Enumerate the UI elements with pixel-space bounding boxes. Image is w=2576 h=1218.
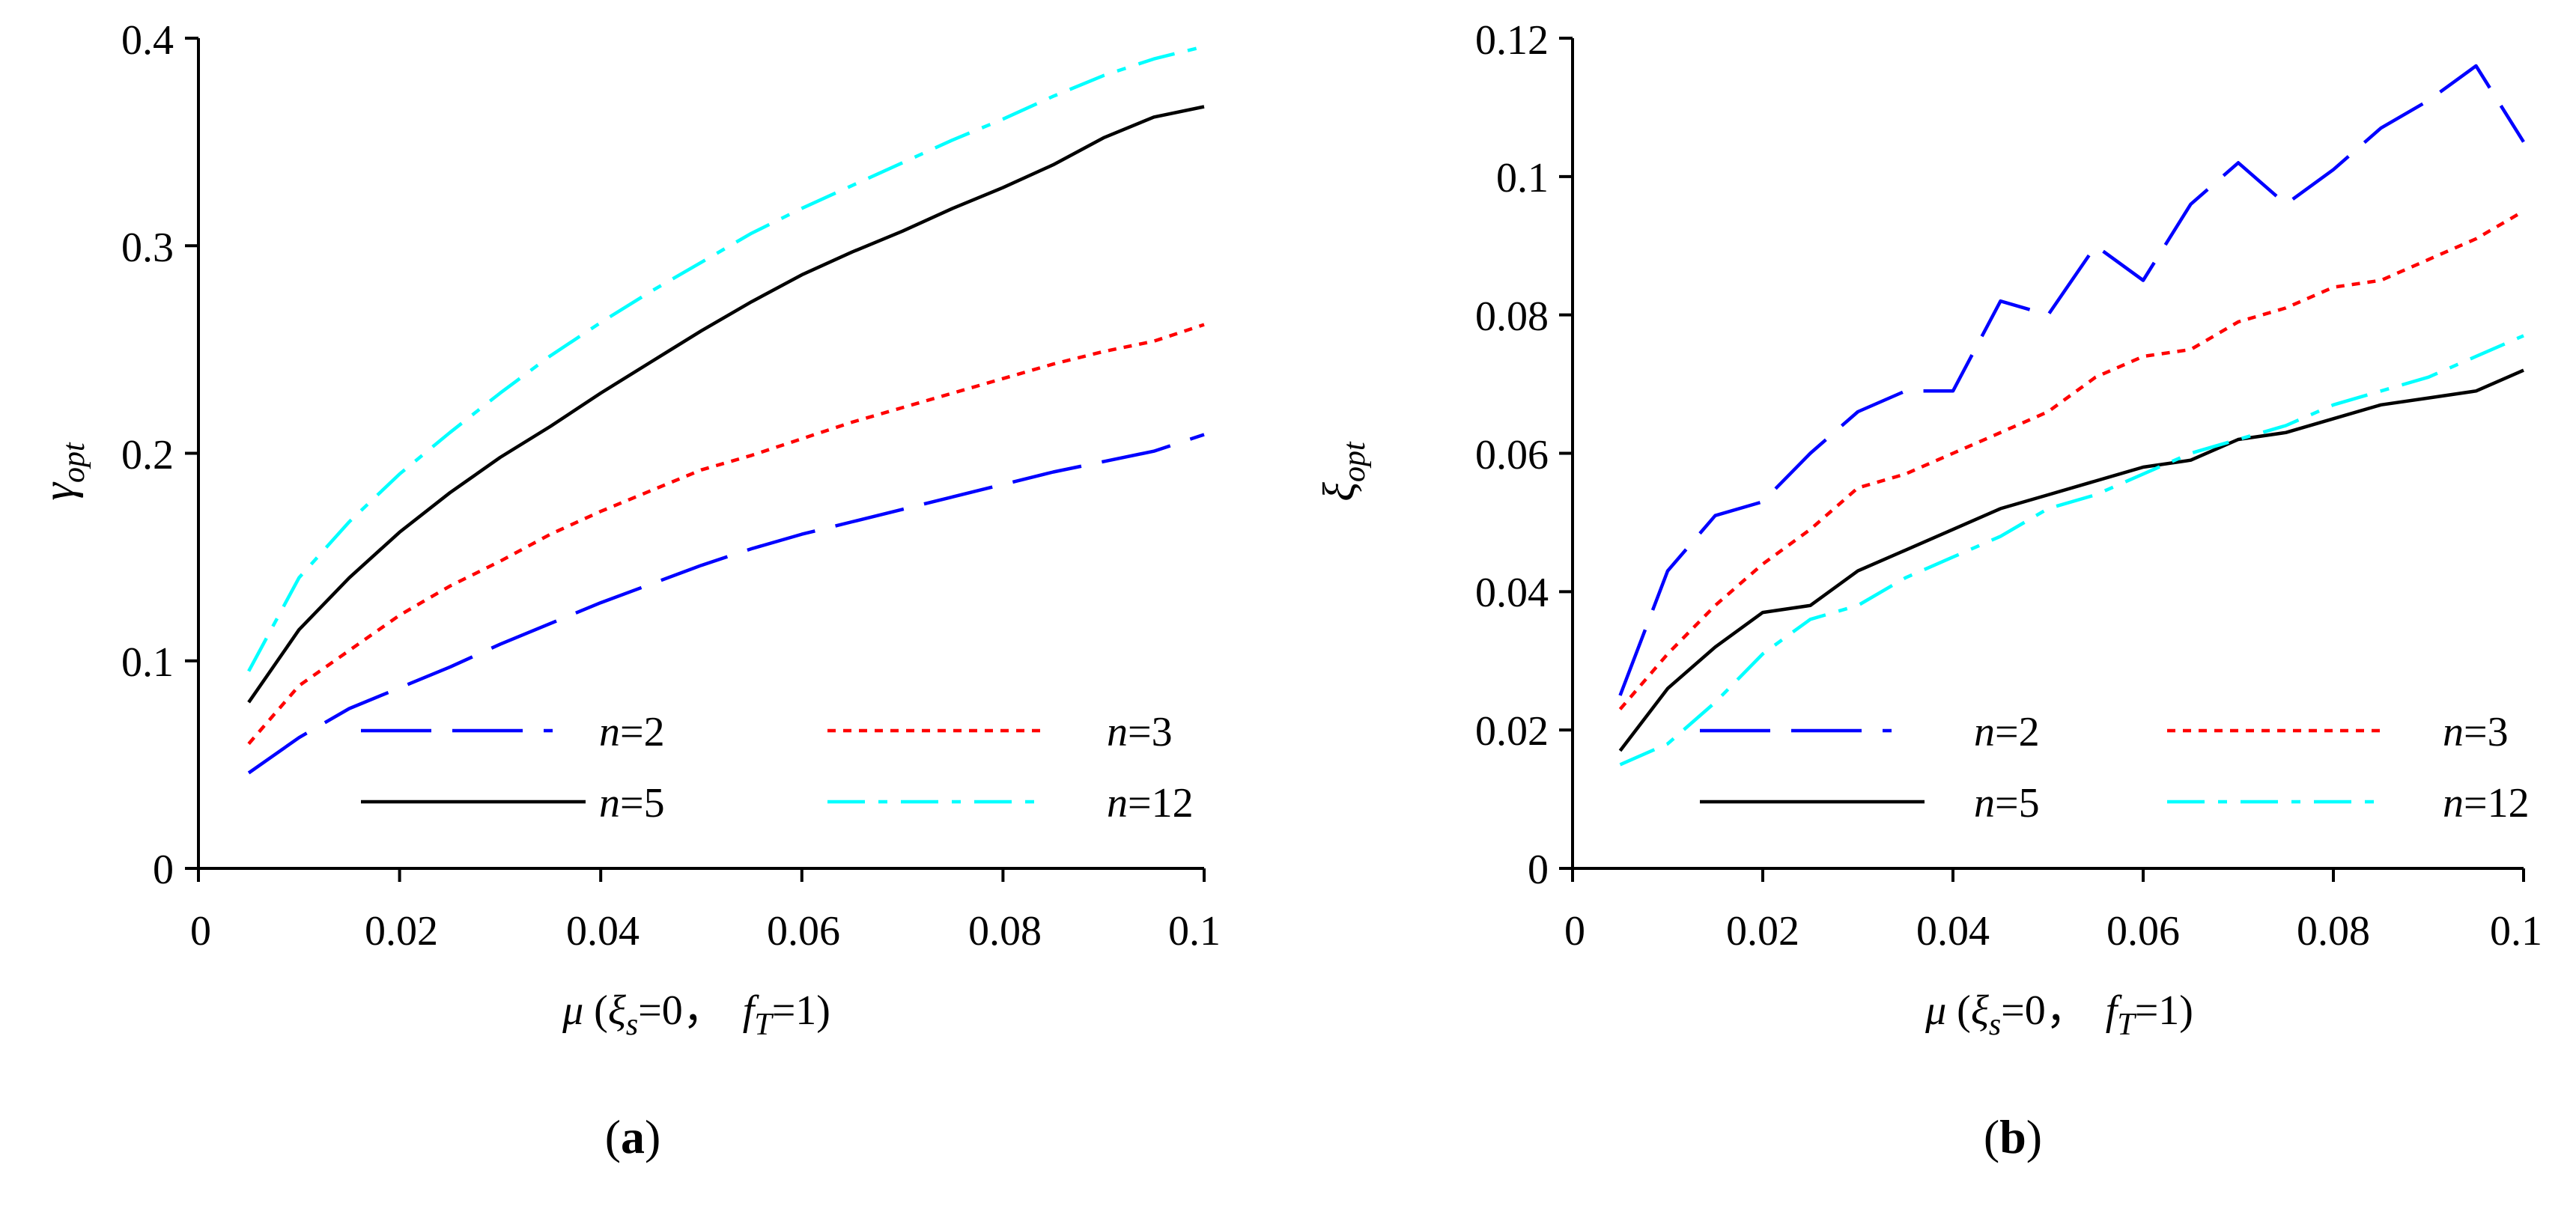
panel-b-caption: (b) xyxy=(1984,1110,2042,1163)
series-line-n12 xyxy=(247,44,1205,672)
panel-b-xtick-label: 0.08 xyxy=(2297,908,2370,954)
panel-b-y-ticks: 0 0.02 0.04 0.06 0.08 0.1 0.12 xyxy=(1475,17,1573,893)
legend-label-n3: n=3 xyxy=(2443,709,2509,755)
legend-label-n2: n=2 xyxy=(599,709,665,755)
legend-item-n12: n=12 xyxy=(827,780,1194,826)
legend-label-n3: n=3 xyxy=(1107,709,1173,755)
panel-a-series-lines xyxy=(247,44,1205,775)
panel-a-ytick-label: 0.1 xyxy=(121,639,174,686)
panel-b-ytick-label: 0.1 xyxy=(1496,155,1549,201)
panel-b-ytick-label: 0 xyxy=(1528,847,1549,893)
series-line-n5 xyxy=(1618,368,2524,752)
panel-a-xtick-label: 0.06 xyxy=(767,908,840,954)
panel-a-caption: (a) xyxy=(605,1110,661,1163)
legend-item-n2: n=2 xyxy=(361,709,665,755)
legend-label-n5: n=5 xyxy=(1974,780,2040,826)
panel-a-xtick-label: 0.08 xyxy=(968,908,1042,954)
panel-b-chart: 0 0.02 0.04 0.06 0.08 0.1 0 0.02 0.04 0.… xyxy=(1314,17,2542,1163)
legend-item-n5: n=5 xyxy=(1700,780,2040,826)
panel-b-ytick-label: 0.06 xyxy=(1475,432,1549,478)
panel-a-chart: 0 0.02 0.04 0.06 0.08 0.1 0 0.1 0.2 0.3 … xyxy=(34,17,1221,1163)
panel-b-xtick-label: 0.02 xyxy=(1726,908,1799,954)
legend-item-n12: n=12 xyxy=(2167,780,2530,826)
panel-a-ytick-label: 0.3 xyxy=(121,225,174,271)
legend-label-n5: n=5 xyxy=(599,780,665,826)
panel-b-ytick-label: 0.02 xyxy=(1475,708,1549,755)
series-line-n12 xyxy=(1619,334,2524,767)
panel-a-ytick-label: 0 xyxy=(153,847,174,893)
panel-a-x-axis-label: μ (ξs=0， fT=1) xyxy=(562,987,830,1042)
series-line-n3 xyxy=(1618,210,2525,710)
legend-item-n2: n=2 xyxy=(1700,709,2040,755)
panel-a-x-ticks: 0 0.02 0.04 0.06 0.08 0.1 xyxy=(190,868,1221,954)
legend-label-n12: n=12 xyxy=(2443,780,2530,826)
legend-item-n3: n=3 xyxy=(827,709,1173,755)
panel-a-xtick-label: 0.04 xyxy=(566,908,640,954)
series-line-n2 xyxy=(247,433,1205,775)
series-line-n5 xyxy=(247,105,1205,704)
panel-a-ytick-label: 0.2 xyxy=(121,432,174,478)
legend-label-n12: n=12 xyxy=(1107,780,1194,826)
panel-b-ytick-label: 0.04 xyxy=(1475,570,1549,616)
legend-item-n5: n=5 xyxy=(361,780,665,826)
panel-b-ytick-label: 0.08 xyxy=(1475,293,1549,340)
legend-item-n3: n=3 xyxy=(2167,709,2509,755)
panel-b-x-axis-label: μ (ξs=0， fT=1) xyxy=(1925,987,2193,1042)
panel-a-y-ticks: 0 0.1 0.2 0.3 0.4 xyxy=(121,17,198,893)
panel-b-ytick-label: 0.12 xyxy=(1475,17,1549,64)
panel-b-x-ticks: 0 0.02 0.04 0.06 0.08 0.1 xyxy=(1564,868,2542,954)
series-line-n2 xyxy=(1618,64,2525,696)
panel-a-y-axis-label: γopt xyxy=(34,442,91,501)
panel-b-legend: n=2 n=3 n=5 n=12 xyxy=(1700,709,2530,826)
panel-b-xtick-label: 0 xyxy=(1564,908,1585,954)
series-line-n3 xyxy=(247,323,1205,746)
panel-b-series-lines xyxy=(1618,64,2525,767)
panel-b-xtick-label: 0.06 xyxy=(2106,908,2180,954)
legend-label-n2: n=2 xyxy=(1974,709,2040,755)
panel-a-xtick-label: 0.1 xyxy=(1168,908,1221,954)
panel-a-legend: n=2 n=3 n=5 n=12 xyxy=(361,709,1194,826)
panel-a-xtick-label: 0 xyxy=(190,908,211,954)
panel-b-y-axis-label: ξopt xyxy=(1314,441,1372,502)
panel-a-ytick-label: 0.4 xyxy=(121,17,174,64)
panel-b-xtick-label: 0.1 xyxy=(2490,908,2542,954)
panel-a-xtick-label: 0.02 xyxy=(365,908,438,954)
panel-b-xtick-label: 0.04 xyxy=(1916,908,1990,954)
